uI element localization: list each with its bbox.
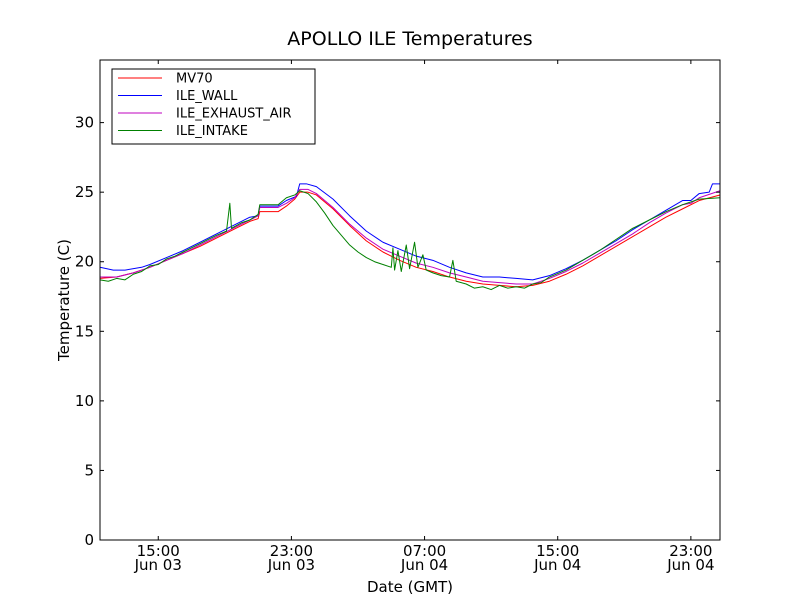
series-layer [99, 183, 721, 291]
x-axis-title: Date (GMT) [367, 578, 453, 596]
x-tick-label-date: Jun 04 [533, 556, 581, 574]
y-tick-label: 10 [75, 392, 94, 410]
legend-box [111, 68, 316, 145]
y-axis: 0 5 10 15 20 25 30 [75, 114, 720, 549]
legend-label-mv70: MV70 [176, 72, 213, 87]
series-line-ile-exhaust-air [100, 188, 721, 285]
chart-title: APOLLO ILE Temperatures [287, 28, 532, 50]
x-tick-label-time: 23:00 [270, 542, 313, 560]
y-tick-label: 5 [84, 461, 94, 479]
legend-label-ile-intake: ILE_INTAKE [176, 124, 248, 139]
plot-frame [99, 59, 721, 541]
y-tick-label: 25 [75, 183, 94, 201]
y-tick-label: 20 [75, 253, 94, 271]
y-axis-title: Temperature (C) [55, 239, 73, 362]
y-tick-label: 15 [75, 322, 94, 340]
legend-label-ile-wall: ILE_WALL [176, 89, 238, 104]
x-tick-label-time: 23:00 [669, 542, 712, 560]
x-tick-label-time: 15:00 [137, 542, 180, 560]
x-tick-label-time: 07:00 [403, 542, 446, 560]
x-tick-label-time: 15:00 [536, 542, 579, 560]
y-tick-label: 0 [84, 531, 94, 549]
legend: MV70 ILE_WALL ILE_EXHAUST_AIR ILE_INTAKE [111, 68, 316, 145]
y-tick-label: 30 [75, 114, 94, 132]
series-line-ile-intake [99, 190, 721, 291]
x-tick-label-date: Jun 04 [666, 556, 714, 574]
x-tick-label-date: Jun 03 [267, 556, 315, 574]
x-tick-label-date: Jun 03 [134, 556, 182, 574]
series-line-mv70 [99, 191, 721, 288]
legend-label-ile-exhaust-air: ILE_EXHAUST_AIR [176, 107, 292, 122]
x-tick-label-date: Jun 04 [400, 556, 448, 574]
series-line-ile-wall [99, 183, 720, 281]
